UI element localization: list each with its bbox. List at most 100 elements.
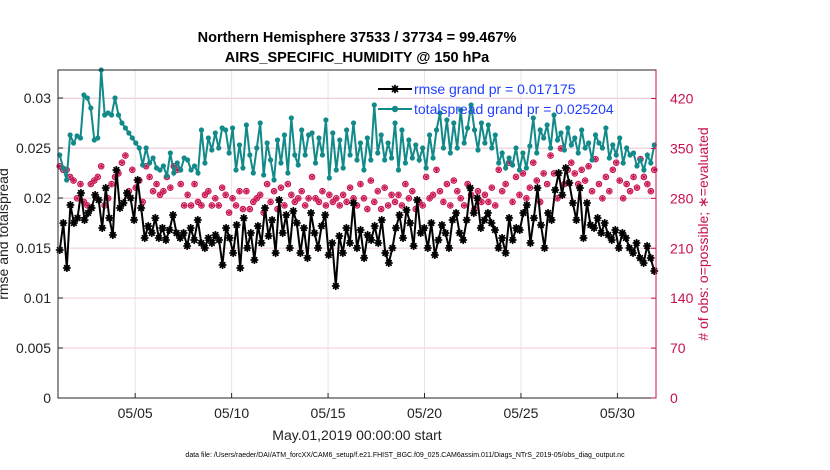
rmse-point (597, 228, 606, 238)
totalspread-point (281, 132, 288, 138)
obs-evaluated-marker (405, 195, 412, 202)
totalspread-point (150, 155, 156, 161)
obs-evaluated-marker (336, 202, 343, 209)
obs-evaluated-marker (74, 195, 80, 202)
obs-evaluated-marker (523, 195, 530, 202)
totalspread-point (243, 122, 249, 128)
right-axis-label: # of obs: o=possible; ∗=evaluated (695, 127, 711, 340)
totalspread-point (475, 147, 481, 153)
totalspread-point (388, 155, 395, 161)
rmse-point (384, 258, 393, 268)
rmse-point (469, 208, 478, 218)
obs-evaluated-marker (651, 166, 658, 173)
obs-evaluated-marker (381, 184, 388, 191)
obs-evaluated-marker (582, 177, 588, 184)
totalspread-point (60, 165, 66, 171)
totalspread-point (620, 160, 626, 166)
obs-evaluated-marker (198, 202, 205, 209)
obs-evaluated-marker (409, 188, 416, 195)
obs-evaluated-marker (544, 181, 550, 187)
totalspread-point (88, 105, 94, 111)
rmse-point (267, 215, 277, 225)
obs-evaluated-marker (160, 188, 167, 195)
totalspread-point (551, 112, 557, 118)
obs-evaluated-marker (433, 166, 440, 173)
totalspread-point (516, 167, 523, 173)
rmse-point (59, 218, 68, 228)
totalspread-point (108, 112, 115, 118)
totalspread-point (541, 135, 547, 141)
obs-evaluated-marker (475, 188, 481, 195)
obs-evaluated-marker (388, 191, 395, 198)
totalspread-point (634, 163, 640, 169)
totalspread-point (226, 150, 232, 156)
totalspread-point (485, 122, 491, 128)
rmse-point (91, 190, 100, 200)
obs-evaluated-marker (603, 174, 609, 180)
totalspread-point (115, 112, 122, 118)
rmse-point (473, 193, 482, 203)
totalspread-point (205, 135, 211, 141)
rmse-point (423, 243, 432, 253)
rmse-point (483, 208, 493, 218)
obs-evaluated-marker (129, 166, 136, 173)
obs-evaluated-marker (340, 191, 347, 198)
obs-evaluated-marker (333, 195, 340, 202)
totalspread-point (554, 137, 561, 143)
rmse-point (522, 200, 531, 210)
totalspread-point (164, 173, 170, 179)
rmse-point (129, 215, 139, 225)
totalspread-point (229, 125, 236, 131)
obs-evaluated-marker (184, 191, 191, 198)
totalspread-point (430, 155, 436, 161)
totalspread-point (140, 162, 146, 168)
rmse-point (105, 213, 114, 223)
axes: 05/05 05/10 05/15 05/20 05/25 05/30 0 0.005 0.01… (16, 90, 694, 421)
obs-evaluated-marker (291, 199, 298, 205)
rmse-point (575, 183, 585, 193)
totalspread-point (375, 150, 381, 156)
totalspread-point (426, 132, 433, 138)
y-tick-label: 0.025 (16, 140, 51, 156)
rmse-point (501, 248, 510, 258)
rmse-point (193, 215, 202, 225)
totalspread-point (503, 165, 509, 171)
rmse-point (239, 213, 248, 223)
obs-evaluated-marker (488, 184, 495, 191)
rmse-point (405, 218, 415, 228)
totalspread-point (468, 102, 474, 108)
rmse-point (565, 178, 574, 188)
rmse-point (335, 231, 344, 241)
totalspread-point (399, 127, 405, 133)
totalspread-point (302, 152, 308, 158)
rmse-point (179, 228, 188, 238)
totalspread-point (174, 160, 180, 166)
totalspread-point (499, 150, 505, 156)
obs-evaluated-marker (157, 191, 163, 198)
rmse-point (342, 223, 351, 233)
totalspread-point (572, 135, 578, 141)
totalspread-point (143, 145, 149, 151)
rmse-point (349, 198, 358, 208)
legend: rmse grand pr = 0.017175 totalspread gran… (378, 81, 614, 117)
rmse-point (352, 243, 362, 253)
rmse-point (264, 231, 273, 241)
obs-evaluated-marker (229, 195, 236, 202)
obs-evaluated-marker (278, 184, 284, 191)
obs-evaluated-marker (309, 174, 315, 180)
totalspread-point (285, 170, 291, 176)
obs-evaluated-marker (316, 199, 322, 205)
totalspread-point (357, 140, 364, 146)
totalspread-point (133, 140, 139, 146)
totalspread-point (70, 140, 77, 146)
obs-evaluated-marker (641, 174, 647, 180)
totalspread-point (236, 142, 243, 148)
obs-evaluated-marker (347, 184, 353, 191)
obs-evaluated-marker (146, 174, 153, 180)
totalspread-point (489, 145, 495, 151)
totalspread-point (195, 170, 201, 176)
rmse-point (186, 223, 195, 233)
rmse-point (338, 248, 347, 258)
totalspread-point (330, 130, 336, 136)
